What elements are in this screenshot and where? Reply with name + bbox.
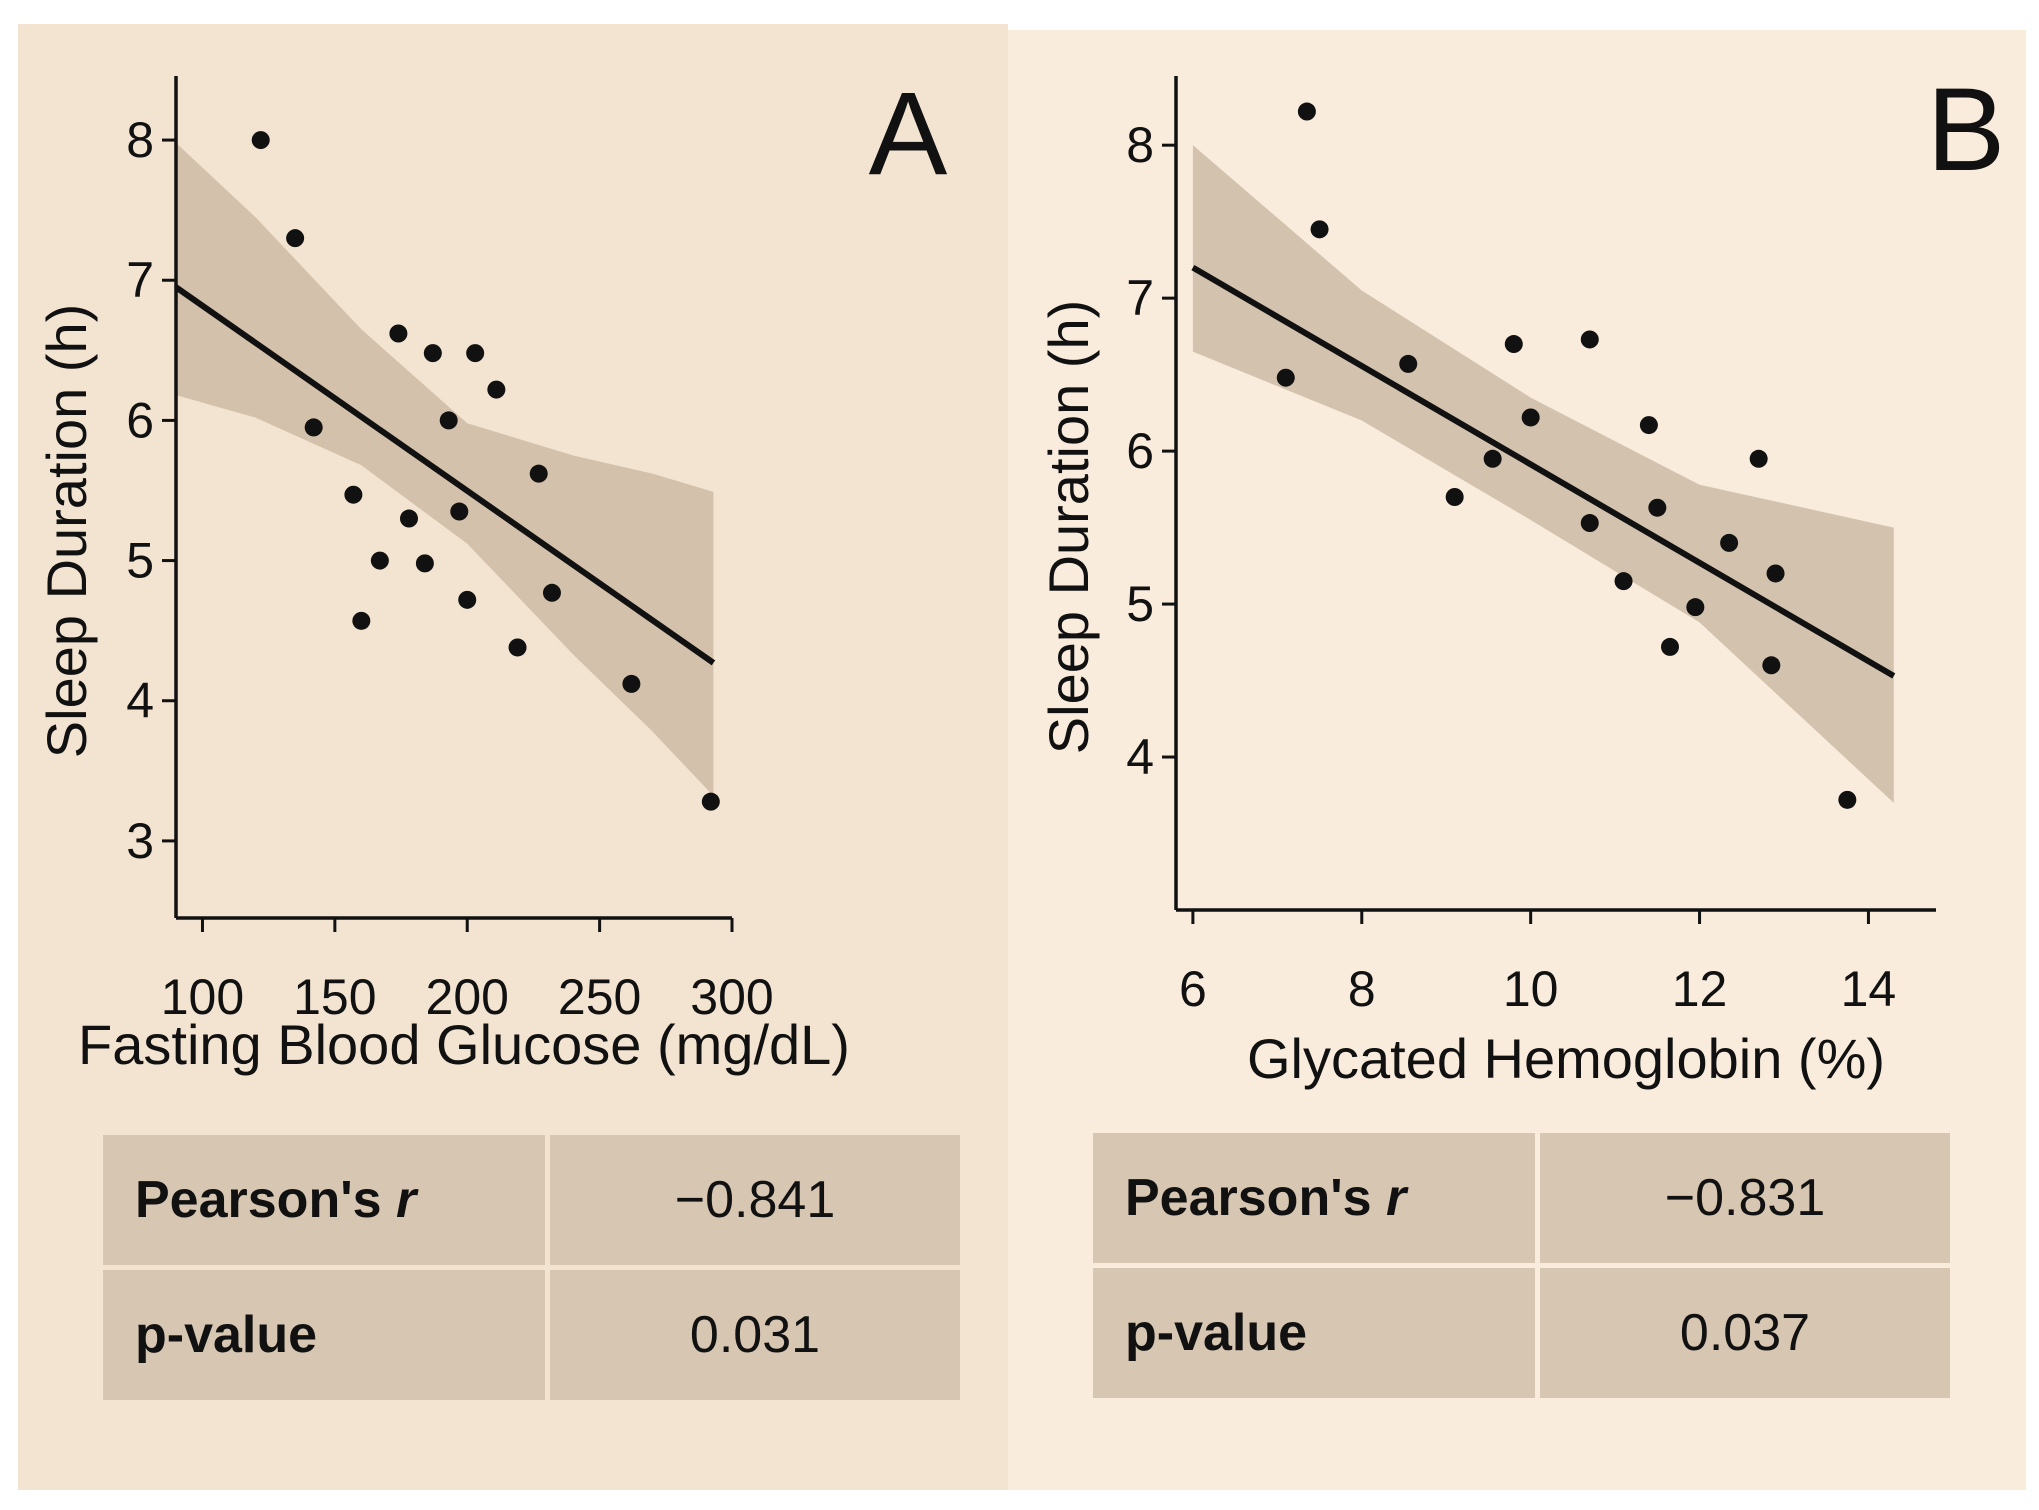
- data-point: [458, 590, 477, 609]
- x-tick-label: 250: [558, 969, 641, 1025]
- data-point: [1276, 368, 1295, 387]
- x-tick-label: 12: [1672, 961, 1728, 1017]
- data-point: [1749, 449, 1768, 468]
- pvalue-label: p-value: [103, 1270, 545, 1400]
- data-point: [286, 229, 305, 248]
- y-tick-label: 6: [126, 392, 154, 448]
- y-tick-label: 7: [126, 252, 154, 308]
- data-point: [1720, 533, 1739, 552]
- pearson-value: −0.831: [1540, 1133, 1950, 1263]
- data-point: [1580, 514, 1599, 533]
- data-point: [389, 324, 408, 343]
- panel-b: 4 5 6 7 8 6 8 10 12 14 Sleep Duration (h) Glycated …: [1008, 30, 2026, 1490]
- data-point: [1504, 335, 1523, 354]
- x-tick-label: 10: [1503, 961, 1559, 1017]
- pvalue-value: 0.031: [550, 1270, 960, 1400]
- pearson-label: Pearson's r: [103, 1135, 545, 1265]
- y-tick-label: 7: [1126, 270, 1154, 326]
- y-axis-title: Sleep Duration (h): [1037, 300, 1100, 754]
- confidence-band: [176, 142, 714, 797]
- data-point: [1639, 416, 1658, 435]
- panel-label: A: [869, 68, 948, 200]
- y-tick-label: 5: [1126, 576, 1154, 632]
- data-point: [1483, 449, 1502, 468]
- data-point: [1838, 790, 1857, 809]
- data-point: [466, 344, 485, 363]
- data-point: [1297, 102, 1316, 121]
- data-point: [529, 464, 548, 483]
- stats-row-pearson: Pearson's r −0.841: [103, 1135, 960, 1265]
- regression-line: [1191, 264, 1896, 679]
- y-tick-label: 4: [1126, 729, 1154, 785]
- stats-row-pvalue: p-value 0.037: [1093, 1268, 1950, 1398]
- panel-a: 3 4 5 6 7 8 100 150 200 250 300 Sleep Duration (h) F…: [18, 24, 1008, 1490]
- data-point: [415, 554, 434, 573]
- data-point: [370, 551, 389, 570]
- stats-row-pearson: Pearson's r −0.831: [1093, 1133, 1950, 1263]
- data-point: [1399, 354, 1418, 373]
- data-point: [1661, 637, 1679, 656]
- pearson-label: Pearson's r: [1093, 1133, 1535, 1263]
- x-tick-label: 300: [690, 969, 773, 1025]
- data-point: [487, 380, 506, 399]
- y-tick-label: 6: [1126, 423, 1154, 479]
- data-point: [1762, 656, 1781, 675]
- data-point: [1648, 498, 1667, 517]
- data-point: [1686, 598, 1705, 617]
- data-point: [1614, 572, 1633, 591]
- data-point: [542, 583, 561, 602]
- panel-label: B: [1927, 64, 2006, 196]
- data-point: [450, 502, 469, 521]
- pvalue-value: 0.037: [1540, 1268, 1950, 1398]
- data-point: [622, 674, 641, 693]
- chart-a: 3 4 5 6 7 8 100 150 200 250 300 Sleep Duration (h) F…: [35, 68, 948, 1076]
- stats-row-pvalue: p-value 0.031: [103, 1270, 960, 1400]
- data-point: [423, 344, 442, 363]
- x-tick-label: 14: [1841, 961, 1897, 1017]
- y-tick-label: 8: [1126, 117, 1154, 173]
- data-point: [1445, 488, 1464, 506]
- data-point: [352, 611, 371, 630]
- x-axis-title: Fasting Blood Glucose (mg/dL): [78, 1013, 850, 1076]
- y-tick-label: 4: [126, 673, 154, 729]
- data-point: [1766, 564, 1785, 583]
- y-tick-label: 5: [126, 533, 154, 589]
- pvalue-label: p-value: [1093, 1268, 1535, 1398]
- data-point: [304, 418, 323, 437]
- data-point: [251, 131, 270, 150]
- data-point: [1580, 330, 1599, 349]
- x-tick-label: 200: [426, 969, 509, 1025]
- data-point: [399, 509, 418, 528]
- y-tick-label: 8: [126, 112, 154, 168]
- data-point: [701, 792, 720, 811]
- data-point: [1310, 220, 1329, 239]
- stats-table-a: Pearson's r −0.841 p-value 0.031: [98, 1130, 965, 1405]
- pearson-value: −0.841: [550, 1135, 960, 1265]
- x-tick-label: 8: [1348, 961, 1376, 1017]
- y-tick-label: 3: [126, 813, 154, 869]
- data-point: [344, 485, 363, 504]
- x-axis-title: Glycated Hemoglobin (%): [1247, 1027, 1885, 1090]
- regression-line: [174, 284, 716, 666]
- x-tick-label: 6: [1179, 961, 1207, 1017]
- x-tick-label: 150: [293, 969, 376, 1025]
- data-point: [1521, 408, 1540, 427]
- x-tick-label: 100: [161, 969, 244, 1025]
- stats-table-b: Pearson's r −0.831 p-value 0.037: [1088, 1128, 1955, 1403]
- data-point: [439, 411, 458, 430]
- data-point: [508, 638, 527, 657]
- y-axis-title: Sleep Duration (h): [35, 304, 98, 758]
- chart-b: 4 5 6 7 8 6 8 10 12 14 Sleep Duration (h) Glycated …: [1037, 64, 2006, 1090]
